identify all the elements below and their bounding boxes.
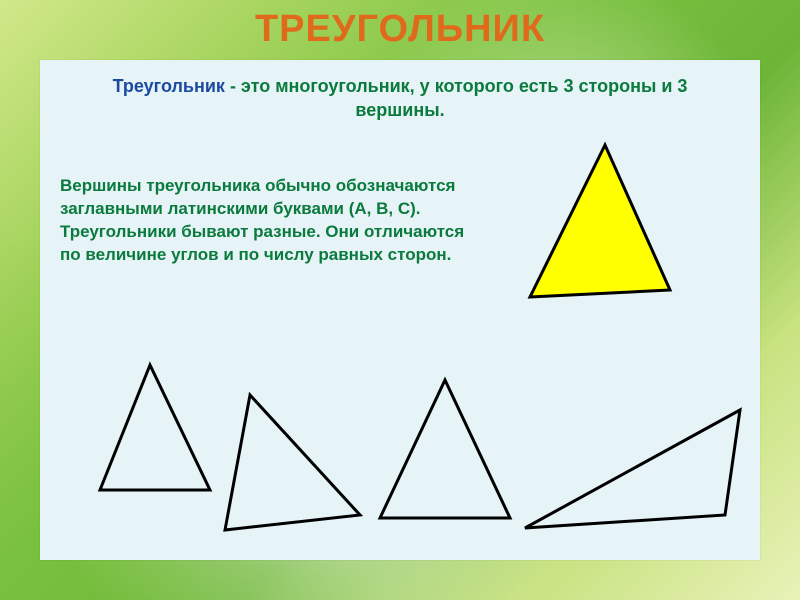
page-title: ТРЕУГОЛЬНИК [0, 8, 800, 51]
body-text: Вершины треугольника обычно обозначаются… [60, 175, 480, 267]
background: ТРЕУГОЛЬНИК Треугольник - это многоуголь… [0, 0, 800, 600]
triangles-svg [40, 60, 760, 560]
outline-triangle [525, 410, 740, 528]
definition-text: Треугольник - это многоугольник, у котор… [80, 74, 720, 123]
definition-rest: - это многоугольник, у которого есть 3 с… [225, 76, 687, 120]
outline-triangle [100, 365, 210, 490]
outline-triangle [380, 380, 510, 518]
content-panel: Треугольник - это многоугольник, у котор… [40, 60, 760, 560]
definition-term: Треугольник [113, 76, 225, 96]
filled-triangle [530, 145, 670, 297]
outline-triangle [225, 395, 360, 530]
outline-triangles [100, 365, 740, 530]
